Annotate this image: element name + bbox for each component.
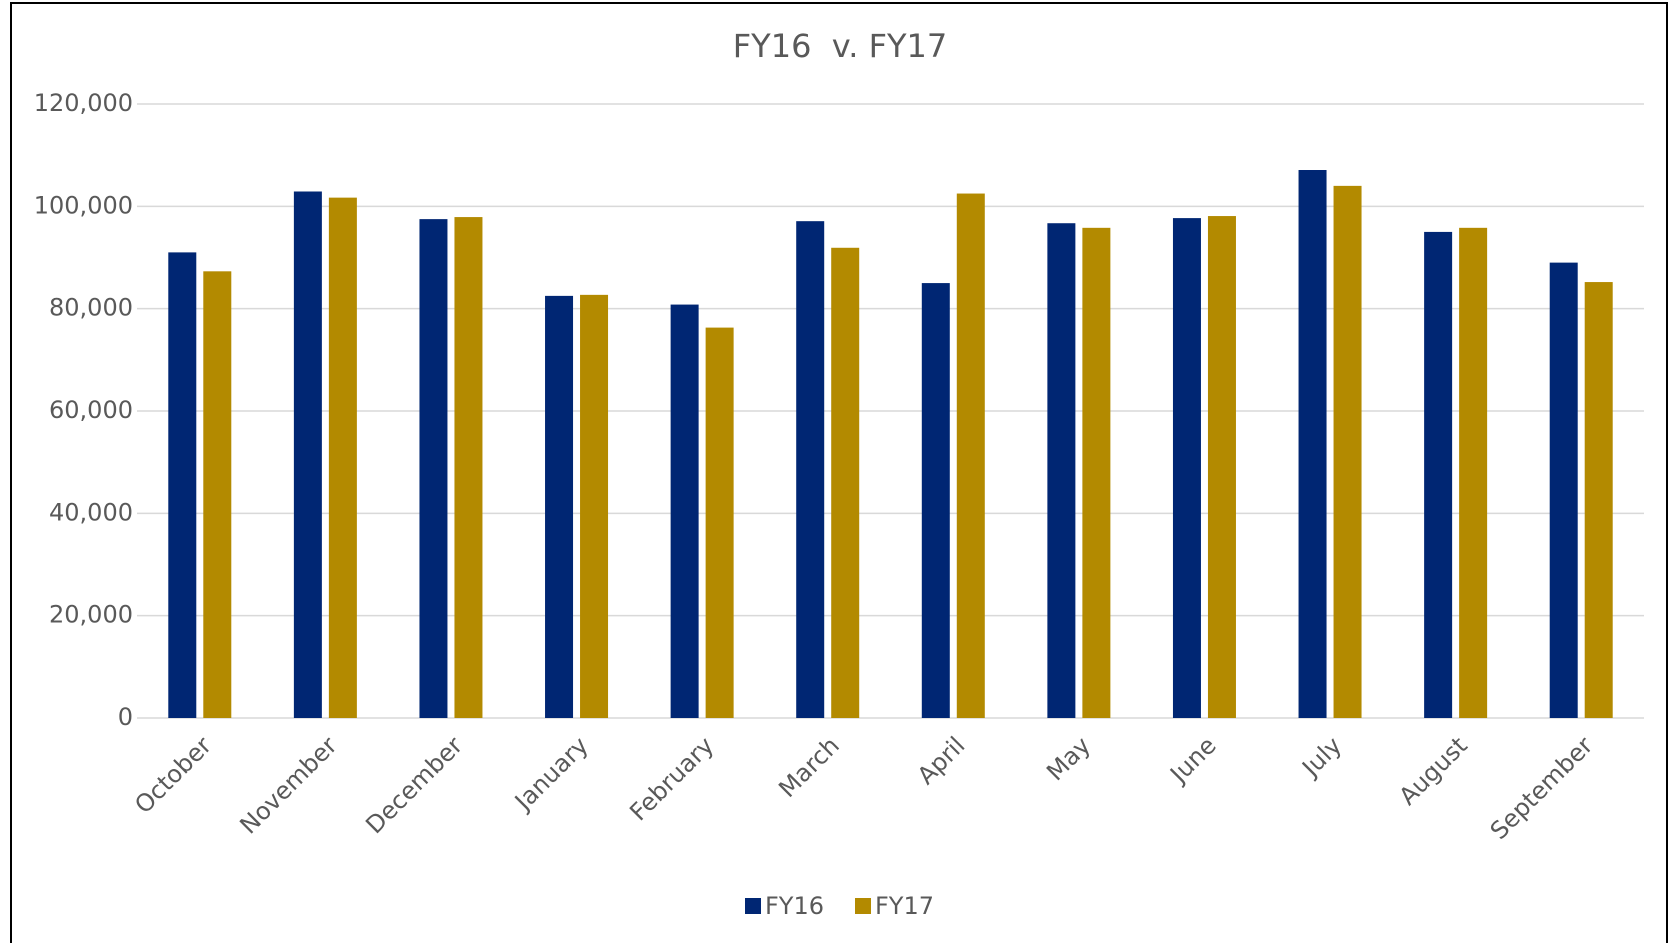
bar xyxy=(921,283,950,718)
bar xyxy=(545,295,574,718)
bar xyxy=(454,217,483,718)
bar xyxy=(203,271,232,718)
bar xyxy=(419,219,448,718)
bar xyxy=(328,197,357,718)
bar xyxy=(580,294,609,718)
bar xyxy=(956,193,985,718)
y-tick-label: 0 xyxy=(118,703,133,731)
legend-label: FY17 xyxy=(875,892,934,920)
y-tick-label: 120,000 xyxy=(34,89,133,117)
bar xyxy=(1584,282,1613,718)
bar xyxy=(831,247,860,719)
bar xyxy=(1459,227,1488,718)
legend-swatch xyxy=(855,898,871,914)
y-tick-label: 80,000 xyxy=(49,294,133,322)
y-tick-label: 100,000 xyxy=(34,191,133,219)
bar xyxy=(1298,170,1327,718)
chart-title: FY16 v. FY17 xyxy=(733,27,947,65)
y-tick-label: 20,000 xyxy=(49,601,133,629)
bar xyxy=(1207,216,1236,718)
bar xyxy=(796,221,825,718)
bar xyxy=(1549,262,1578,718)
bar xyxy=(293,191,322,718)
legend-label: FY16 xyxy=(765,892,824,920)
bar xyxy=(705,327,734,718)
bar xyxy=(1424,231,1453,718)
bar xyxy=(1172,218,1201,718)
bar xyxy=(670,304,699,718)
bar xyxy=(1047,223,1076,719)
bar xyxy=(1082,227,1111,718)
y-tick-label: 40,000 xyxy=(49,498,133,526)
bar xyxy=(1333,185,1362,718)
legend-swatch xyxy=(745,898,761,914)
y-tick-label: 60,000 xyxy=(49,396,133,424)
bar xyxy=(168,252,197,718)
